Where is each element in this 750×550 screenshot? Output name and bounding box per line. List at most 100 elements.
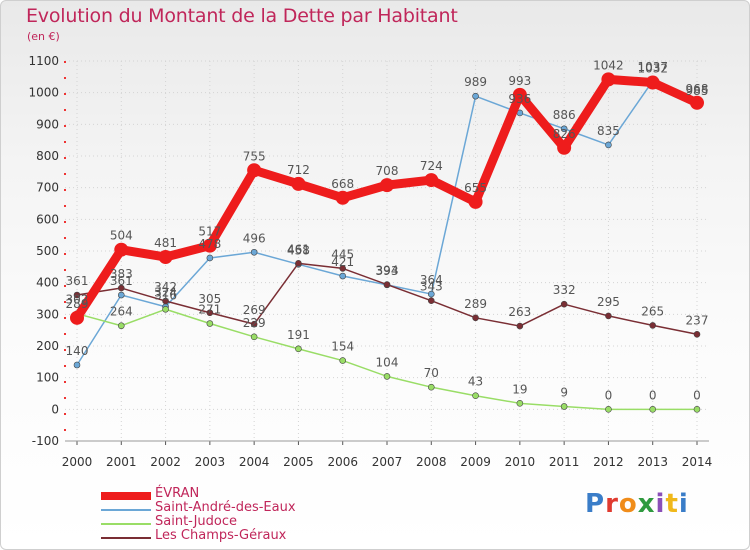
data-label: 394 — [376, 264, 399, 278]
series-point-saint-andre-des-eaux — [339, 272, 347, 280]
data-label: 0 — [693, 388, 701, 402]
data-label: 755 — [243, 149, 266, 163]
logo-letter: i — [678, 489, 689, 519]
legend-label: ÉVRAN — [155, 486, 200, 501]
series-point-evran — [202, 238, 217, 253]
legend-swatch — [101, 509, 151, 511]
series-point-saint-judoce — [605, 406, 612, 413]
data-label: 985 — [686, 84, 709, 98]
data-label: 989 — [464, 75, 487, 89]
x-tick-label: 2008 — [416, 455, 447, 469]
x-tick-label: 2000 — [62, 455, 93, 469]
chart-title: Evolution du Montant de la Dette par Hab… — [26, 5, 458, 27]
series-point-les-champs-geraux — [560, 300, 568, 308]
series-point-saint-judoce — [649, 406, 657, 413]
series-point-saint-andre-des-eaux — [117, 291, 125, 299]
data-label: 289 — [464, 297, 487, 311]
chart-unit: (en €) — [27, 30, 60, 43]
data-label: 302 — [66, 293, 89, 307]
series-point-les-champs-geraux — [605, 312, 612, 320]
y-tick-label: 600 — [36, 212, 59, 226]
y-tick-label: 0 — [51, 402, 59, 416]
data-label: 835 — [597, 124, 620, 138]
y-tick-label: 300 — [36, 307, 59, 321]
logo-letter: r — [605, 489, 619, 519]
data-label: 461 — [287, 242, 310, 256]
y-tick-label: 100 — [36, 371, 59, 385]
x-tick-label: 2011 — [549, 455, 580, 469]
data-label: 724 — [420, 159, 443, 173]
x-tick-label: 2005 — [283, 455, 314, 469]
legend-label: Les Champs-Géraux — [155, 528, 287, 543]
series-point-les-champs-geraux — [427, 297, 435, 305]
data-label: 1042 — [593, 58, 624, 72]
series-layer — [70, 72, 704, 413]
series-point-saint-andre-des-eaux — [427, 290, 435, 298]
x-tick-label: 2004 — [239, 455, 270, 469]
series-point-les-champs-geraux — [693, 330, 701, 338]
series-point-evran — [380, 178, 394, 193]
data-label: 383 — [110, 267, 133, 281]
series-point-saint-andre-des-eaux — [472, 92, 479, 100]
data-label: 19 — [512, 382, 527, 396]
series-point-les-champs-geraux — [472, 314, 479, 322]
data-label: 496 — [243, 231, 266, 245]
series-point-evran — [291, 176, 306, 191]
series-point-evran — [114, 242, 129, 257]
series-point-les-champs-geraux — [206, 309, 214, 317]
x-tick-label: 2014 — [682, 455, 713, 469]
y-tick-label: 1000 — [28, 86, 59, 100]
y-tick-label: 900 — [36, 117, 59, 131]
data-label: 237 — [686, 313, 709, 327]
logo-letter: x — [637, 489, 656, 519]
series-point-les-champs-geraux — [339, 265, 347, 272]
data-label: 361 — [66, 274, 89, 288]
series-point-les-champs-geraux — [649, 322, 657, 329]
series-point-saint-judoce — [472, 392, 479, 400]
legend-swatch — [101, 492, 151, 500]
series-point-evran — [335, 190, 350, 205]
data-label: 0 — [649, 388, 657, 402]
data-label: 295 — [597, 295, 620, 309]
data-label: 1037 — [637, 60, 668, 74]
series-point-evran — [601, 72, 616, 87]
series-point-saint-judoce — [295, 345, 302, 353]
data-label: 936 — [508, 92, 531, 106]
data-label: 289 — [66, 297, 89, 311]
series-point-evran — [424, 173, 439, 188]
x-tick-label: 2002 — [150, 455, 181, 469]
series-point-saint-judoce — [383, 373, 391, 380]
logo-letter: t — [665, 489, 679, 519]
series-point-saint-andre-des-eaux — [560, 125, 568, 133]
data-label: 668 — [331, 177, 354, 191]
data-label: 229 — [243, 316, 266, 330]
series-point-saint-judoce — [560, 403, 568, 410]
proxiti-logo: Proxiti — [585, 489, 689, 519]
x-tick-label: 2010 — [505, 455, 536, 469]
series-point-saint-andre-des-eaux — [73, 361, 81, 369]
data-label: 9 — [560, 385, 568, 399]
y-tick-label: 200 — [36, 339, 59, 353]
data-label: 393 — [376, 264, 399, 278]
legend-label: Saint-Judoce — [155, 514, 238, 529]
data-label: 343 — [420, 280, 443, 294]
data-label: 655 — [464, 181, 487, 195]
x-tick-label: 2012 — [593, 455, 624, 469]
data-label: 886 — [553, 108, 576, 122]
series-point-saint-andre-des-eaux — [250, 248, 258, 256]
data-label: 1032 — [637, 62, 668, 76]
series-point-evran — [70, 310, 84, 325]
data-label: 305 — [198, 292, 221, 306]
series-point-saint-judoce — [516, 400, 524, 407]
y-tick-label: 500 — [36, 244, 59, 258]
data-label: 0 — [605, 388, 613, 402]
series-point-evran — [690, 95, 704, 110]
data-label: 968 — [686, 82, 709, 96]
data-label: 712 — [287, 163, 310, 177]
data-label: 316 — [154, 288, 177, 302]
series-point-evran — [468, 194, 483, 209]
series-point-saint-andre-des-eaux — [206, 254, 214, 262]
data-label: 191 — [287, 328, 310, 342]
series-point-saint-judoce — [162, 305, 169, 313]
